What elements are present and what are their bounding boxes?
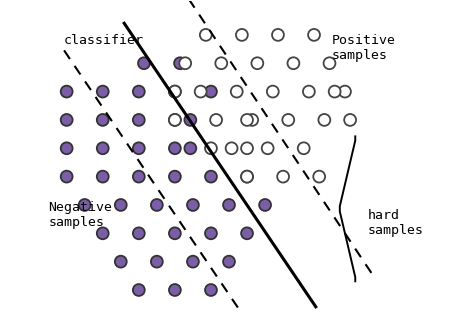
Circle shape	[169, 86, 181, 98]
Circle shape	[226, 142, 238, 154]
Text: hard
samples: hard samples	[368, 209, 424, 237]
Circle shape	[267, 86, 279, 98]
Circle shape	[115, 256, 127, 268]
Circle shape	[187, 256, 199, 268]
Circle shape	[79, 199, 91, 211]
Circle shape	[251, 57, 263, 69]
Circle shape	[97, 114, 109, 126]
Circle shape	[179, 57, 191, 69]
Circle shape	[205, 284, 217, 296]
Circle shape	[223, 199, 235, 211]
Circle shape	[205, 171, 217, 183]
Circle shape	[241, 114, 253, 126]
Circle shape	[61, 142, 72, 154]
Circle shape	[169, 284, 181, 296]
Circle shape	[133, 171, 145, 183]
Circle shape	[169, 114, 181, 126]
Circle shape	[187, 199, 199, 211]
Circle shape	[133, 114, 145, 126]
Circle shape	[231, 86, 243, 98]
Circle shape	[185, 142, 196, 154]
Circle shape	[133, 284, 145, 296]
Circle shape	[323, 57, 335, 69]
Circle shape	[215, 57, 227, 69]
Circle shape	[169, 114, 181, 126]
Circle shape	[205, 227, 217, 239]
Circle shape	[241, 171, 253, 183]
Circle shape	[138, 57, 150, 69]
Circle shape	[61, 86, 72, 98]
Circle shape	[97, 142, 109, 154]
Circle shape	[223, 256, 235, 268]
Circle shape	[205, 86, 217, 98]
Circle shape	[210, 114, 222, 126]
Circle shape	[205, 142, 217, 154]
Circle shape	[185, 114, 196, 126]
Circle shape	[115, 199, 127, 211]
Circle shape	[97, 86, 109, 98]
Circle shape	[169, 171, 181, 183]
Circle shape	[288, 57, 300, 69]
Circle shape	[61, 114, 72, 126]
Circle shape	[151, 199, 163, 211]
Circle shape	[282, 114, 294, 126]
Circle shape	[262, 142, 273, 154]
Circle shape	[169, 86, 181, 98]
Circle shape	[339, 86, 351, 98]
Circle shape	[313, 171, 325, 183]
Circle shape	[329, 86, 341, 98]
Circle shape	[259, 199, 271, 211]
Circle shape	[174, 57, 186, 69]
Circle shape	[169, 227, 181, 239]
Text: Positive
samples: Positive samples	[332, 34, 396, 62]
Text: classifier: classifier	[64, 34, 144, 46]
Circle shape	[303, 86, 315, 98]
Circle shape	[318, 114, 330, 126]
Circle shape	[169, 142, 181, 154]
Circle shape	[241, 142, 253, 154]
Circle shape	[246, 114, 258, 126]
Circle shape	[241, 171, 253, 183]
Circle shape	[133, 227, 145, 239]
Circle shape	[200, 29, 212, 41]
Circle shape	[308, 29, 320, 41]
Text: Negative
samples: Negative samples	[49, 201, 113, 229]
Circle shape	[195, 86, 207, 98]
Circle shape	[241, 227, 253, 239]
Circle shape	[133, 86, 145, 98]
Circle shape	[151, 256, 163, 268]
Circle shape	[344, 114, 356, 126]
Circle shape	[236, 29, 248, 41]
Circle shape	[277, 171, 289, 183]
Circle shape	[97, 227, 109, 239]
Circle shape	[272, 29, 284, 41]
Circle shape	[133, 142, 145, 154]
Circle shape	[298, 142, 310, 154]
Circle shape	[61, 171, 72, 183]
Circle shape	[97, 171, 109, 183]
